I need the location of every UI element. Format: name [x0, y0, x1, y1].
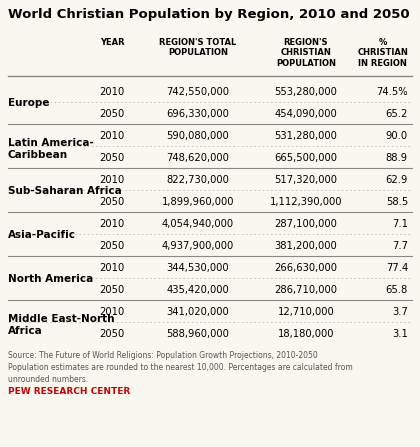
- Text: 2010: 2010: [100, 87, 125, 97]
- Text: Sub-Saharan Africa: Sub-Saharan Africa: [8, 186, 122, 196]
- Text: 2050: 2050: [100, 109, 125, 119]
- Text: 2010: 2010: [100, 263, 125, 273]
- Text: 742,550,000: 742,550,000: [166, 87, 229, 97]
- Text: 65.8: 65.8: [386, 285, 408, 295]
- Text: YEAR: YEAR: [100, 38, 124, 47]
- Text: 3.7: 3.7: [392, 307, 408, 316]
- Text: 590,080,000: 590,080,000: [167, 131, 229, 141]
- Text: 7.7: 7.7: [392, 240, 408, 251]
- Text: 341,020,000: 341,020,000: [167, 307, 229, 316]
- Text: 517,320,000: 517,320,000: [275, 175, 338, 185]
- Text: 62.9: 62.9: [386, 175, 408, 185]
- Text: 2050: 2050: [100, 153, 125, 163]
- Text: 4,054,940,000: 4,054,940,000: [162, 219, 234, 229]
- Text: 1,112,390,000: 1,112,390,000: [270, 197, 342, 207]
- Text: REGION'S
CHRISTIAN
POPULATION: REGION'S CHRISTIAN POPULATION: [276, 38, 336, 68]
- Text: 665,500,000: 665,500,000: [275, 153, 338, 163]
- Text: REGION'S TOTAL
POPULATION: REGION'S TOTAL POPULATION: [159, 38, 236, 57]
- Text: 90.0: 90.0: [386, 131, 408, 141]
- Text: Asia-Pacific: Asia-Pacific: [8, 230, 76, 240]
- Text: 4,937,900,000: 4,937,900,000: [162, 240, 234, 251]
- Text: 2050: 2050: [100, 240, 125, 251]
- Text: 435,420,000: 435,420,000: [167, 285, 229, 295]
- Text: Source: The Future of World Religions: Population Growth Projections, 2010-2050
: Source: The Future of World Religions: P…: [8, 351, 353, 384]
- Text: 2050: 2050: [100, 285, 125, 295]
- Text: 822,730,000: 822,730,000: [167, 175, 229, 185]
- Text: 2010: 2010: [100, 175, 125, 185]
- Text: 3.1: 3.1: [392, 329, 408, 339]
- Text: 266,630,000: 266,630,000: [275, 263, 338, 273]
- Text: 2050: 2050: [100, 329, 125, 339]
- Text: 696,330,000: 696,330,000: [167, 109, 229, 119]
- Text: 18,180,000: 18,180,000: [278, 329, 334, 339]
- Text: Latin America-
Caribbean: Latin America- Caribbean: [8, 138, 94, 160]
- Text: 58.5: 58.5: [386, 197, 408, 207]
- Text: 77.4: 77.4: [386, 263, 408, 273]
- Text: Middle East-North
Africa: Middle East-North Africa: [8, 313, 115, 336]
- Text: 286,710,000: 286,710,000: [275, 285, 338, 295]
- Text: 381,200,000: 381,200,000: [275, 240, 337, 251]
- Text: 748,620,000: 748,620,000: [167, 153, 229, 163]
- Text: 2010: 2010: [100, 307, 125, 316]
- Text: 88.9: 88.9: [386, 153, 408, 163]
- Text: Europe: Europe: [8, 98, 50, 108]
- Text: 588,960,000: 588,960,000: [167, 329, 229, 339]
- Text: 287,100,000: 287,100,000: [275, 219, 337, 229]
- Text: 2010: 2010: [100, 131, 125, 141]
- Text: 2010: 2010: [100, 219, 125, 229]
- Text: World Christian Population by Region, 2010 and 2050: World Christian Population by Region, 20…: [8, 8, 410, 21]
- Text: 454,090,000: 454,090,000: [275, 109, 337, 119]
- Text: 531,280,000: 531,280,000: [275, 131, 337, 141]
- Text: %
CHRISTIAN
IN REGION: % CHRISTIAN IN REGION: [357, 38, 408, 68]
- Text: 344,530,000: 344,530,000: [167, 263, 229, 273]
- Text: 7.1: 7.1: [392, 219, 408, 229]
- Text: North America: North America: [8, 274, 93, 284]
- Text: PEW RESEARCH CENTER: PEW RESEARCH CENTER: [8, 387, 130, 396]
- Text: 1,899,960,000: 1,899,960,000: [162, 197, 234, 207]
- Text: 12,710,000: 12,710,000: [278, 307, 334, 316]
- Text: 65.2: 65.2: [386, 109, 408, 119]
- Text: 74.5%: 74.5%: [376, 87, 408, 97]
- Text: 553,280,000: 553,280,000: [275, 87, 337, 97]
- Text: 2050: 2050: [100, 197, 125, 207]
